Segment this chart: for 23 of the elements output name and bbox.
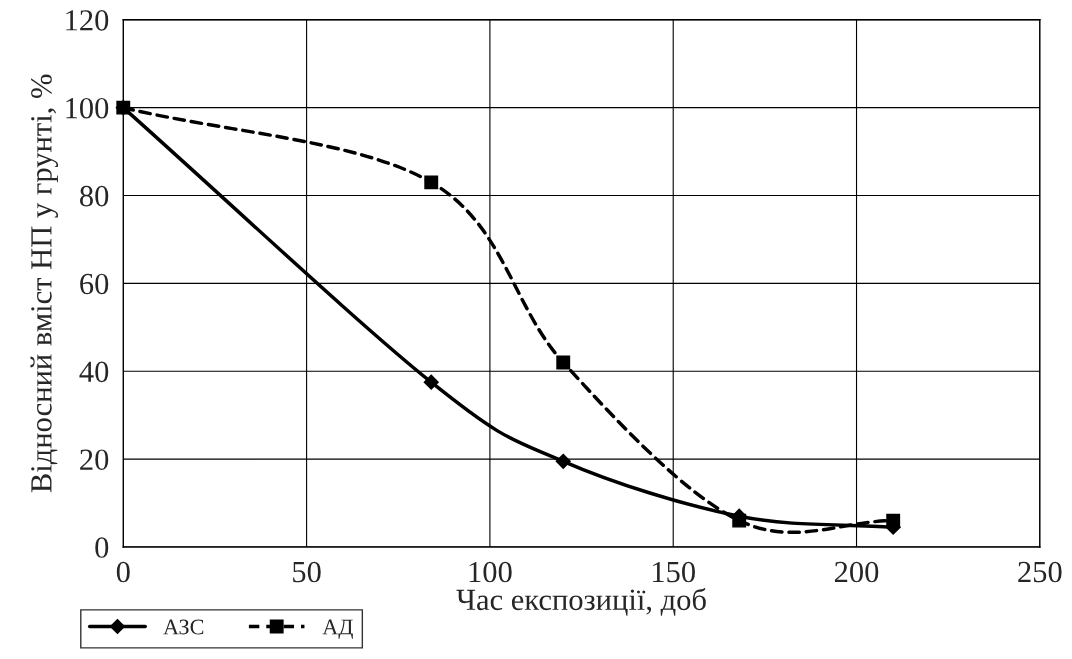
x-tick-label: 250 [1018,561,1062,583]
y-tick-label: 0 [95,537,109,558]
y-tick-label: 100 [66,97,109,119]
point [424,175,439,190]
point [732,513,747,528]
point [555,453,571,469]
y-tick-label: 40 [79,361,109,383]
point [423,374,439,390]
legend-label: АД [322,619,353,639]
x-tick-label: 100 [469,561,512,583]
y-tick-label: 120 [66,10,109,31]
y-tick-label: 80 [80,185,109,207]
x-tick-label: 50 [293,561,321,583]
x-tick-label: 150 [652,561,695,583]
y-tick-label: 60 [80,273,109,295]
y-tick-label: 20 [80,449,109,471]
point [886,513,901,528]
x-tick-label: 0 [116,561,130,583]
legend-label: АЗС [163,619,204,635]
x-tick-label: 200 [834,561,879,583]
y-axis-title: Відносний вміст НП у грунті, % [30,74,58,493]
x-axis-title: Час експозиції, доб [456,587,706,616]
point [556,355,571,370]
